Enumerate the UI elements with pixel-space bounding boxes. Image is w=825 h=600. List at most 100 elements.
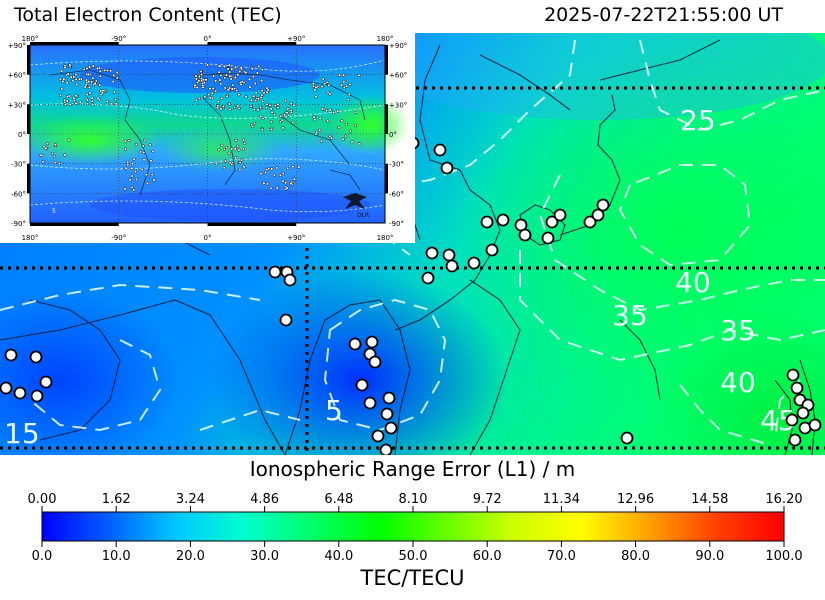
inset-station-marker — [264, 170, 268, 174]
inset-station-marker — [63, 153, 67, 157]
inset-station-marker — [289, 108, 293, 113]
inset-left-lat-label: +90° — [8, 42, 26, 50]
station-marker — [425, 246, 439, 260]
inset-station-marker — [332, 110, 336, 115]
inset-station-marker — [275, 186, 279, 190]
inset-station-marker — [297, 165, 301, 169]
station-marker — [440, 161, 454, 175]
inset-station-marker — [311, 82, 315, 86]
inset-station-marker — [250, 67, 254, 71]
station-marker — [433, 143, 447, 157]
inset-frame-ticks — [27, 42, 388, 226]
inset-station-marker — [249, 104, 253, 108]
inset-station-marker — [109, 69, 113, 73]
inset-station-marker — [134, 142, 138, 147]
inset-station-marker — [346, 98, 350, 102]
inset-station-marker — [195, 85, 199, 89]
inset-station-marker — [105, 100, 109, 104]
inset-station-marker — [347, 92, 351, 97]
inset-right-lat-label: -60° — [389, 190, 404, 198]
inset-station-marker — [145, 181, 149, 185]
inset-station-marker — [249, 98, 253, 102]
inset-station-marker — [69, 75, 73, 79]
inset-station-marker — [150, 172, 154, 177]
inset-station-marker — [85, 98, 89, 102]
inset-right-lat-label: +60° — [389, 72, 407, 80]
colorbar-bottom-ticks: 0.0 10.0 20.0 30.0 40.0 50.0 60.0 70.0 80.0 90.0 1… — [32, 541, 803, 564]
inset-station-marker — [341, 137, 345, 141]
inset-station-marker — [57, 161, 61, 166]
station-marker — [620, 431, 634, 445]
dlr-logo: DLR — [343, 193, 369, 219]
inset-right-lat-label: -30° — [389, 161, 404, 169]
inset-station-marker — [149, 159, 153, 163]
inset-station-marker — [139, 150, 143, 154]
contour-label: 35 — [612, 299, 648, 332]
inset-station-marker — [194, 77, 198, 81]
inset-station-marker — [326, 119, 330, 123]
inset-station-marker — [272, 173, 276, 177]
inset-station-marker — [230, 147, 234, 151]
inset-station-marker — [131, 162, 135, 166]
inset-station-marker — [269, 107, 273, 111]
inset-station-marker — [337, 126, 341, 130]
inset-station-marker — [239, 158, 244, 162]
inset-station-marker — [140, 167, 144, 172]
inset-station-marker — [77, 77, 81, 81]
inset-station-marker — [318, 116, 322, 120]
inset-station-marker — [281, 179, 285, 183]
station-marker — [348, 337, 362, 351]
inset-station-marker — [291, 121, 295, 125]
inset-station-marker — [114, 102, 118, 106]
inset-station-marker — [59, 69, 64, 73]
inset-station-marker — [225, 145, 229, 150]
inset-station-marker — [219, 73, 223, 77]
inset-station-marker — [340, 119, 344, 123]
inset-station-marker — [265, 182, 269, 186]
inset-station-marker — [74, 77, 78, 81]
inset-station-marker — [286, 166, 290, 170]
inset-station-marker — [197, 79, 201, 83]
inset-station-marker — [248, 85, 252, 89]
inset-station-marker — [292, 103, 296, 107]
inset-right-lat-label: 0° — [389, 131, 397, 139]
inset-station-marker — [233, 65, 238, 69]
inset-station-marker — [210, 91, 214, 95]
inset-station-marker — [220, 143, 224, 147]
inset-station-marker — [329, 136, 334, 140]
station-marker — [467, 256, 481, 270]
station-marker — [796, 406, 810, 420]
inset-station-marker — [252, 121, 257, 125]
inset-station-marker — [260, 128, 264, 132]
station-marker — [785, 413, 799, 427]
station-marker — [808, 418, 822, 432]
colorbar-top-label: 12.96 — [617, 492, 654, 507]
inset-left-lat-label: 0° — [18, 131, 26, 139]
inset-station-marker — [269, 120, 273, 124]
inset-station-marker — [72, 75, 76, 79]
inset-station-marker — [344, 122, 348, 126]
inset-station-marker — [105, 68, 109, 73]
inset-station-marker — [336, 109, 340, 113]
station-marker — [445, 259, 459, 273]
colorbar-top-label: 11.34 — [543, 492, 580, 507]
colorbar-top-label: 4.86 — [250, 492, 279, 507]
inset-station-marker — [353, 110, 358, 114]
inset-station-marker — [234, 138, 238, 142]
inset-station-marker — [281, 126, 285, 130]
inset-station-marker — [254, 91, 258, 95]
inset-station-marker — [218, 78, 222, 82]
inset-station-marker — [74, 94, 78, 98]
station-marker — [480, 215, 494, 229]
inset-station-marker — [265, 90, 269, 94]
inset-station-marker — [218, 64, 222, 68]
inset-station-marker — [214, 79, 218, 83]
inset-station-marker — [238, 69, 242, 74]
inset-station-marker — [223, 159, 227, 163]
inset-station-marker — [315, 130, 319, 134]
inset-station-marker — [234, 156, 238, 160]
colorbar-bottom-label: 40.0 — [324, 549, 353, 564]
inset-station-marker — [66, 72, 70, 76]
inset-station-marker — [72, 96, 76, 100]
inset-station-marker — [237, 93, 241, 97]
